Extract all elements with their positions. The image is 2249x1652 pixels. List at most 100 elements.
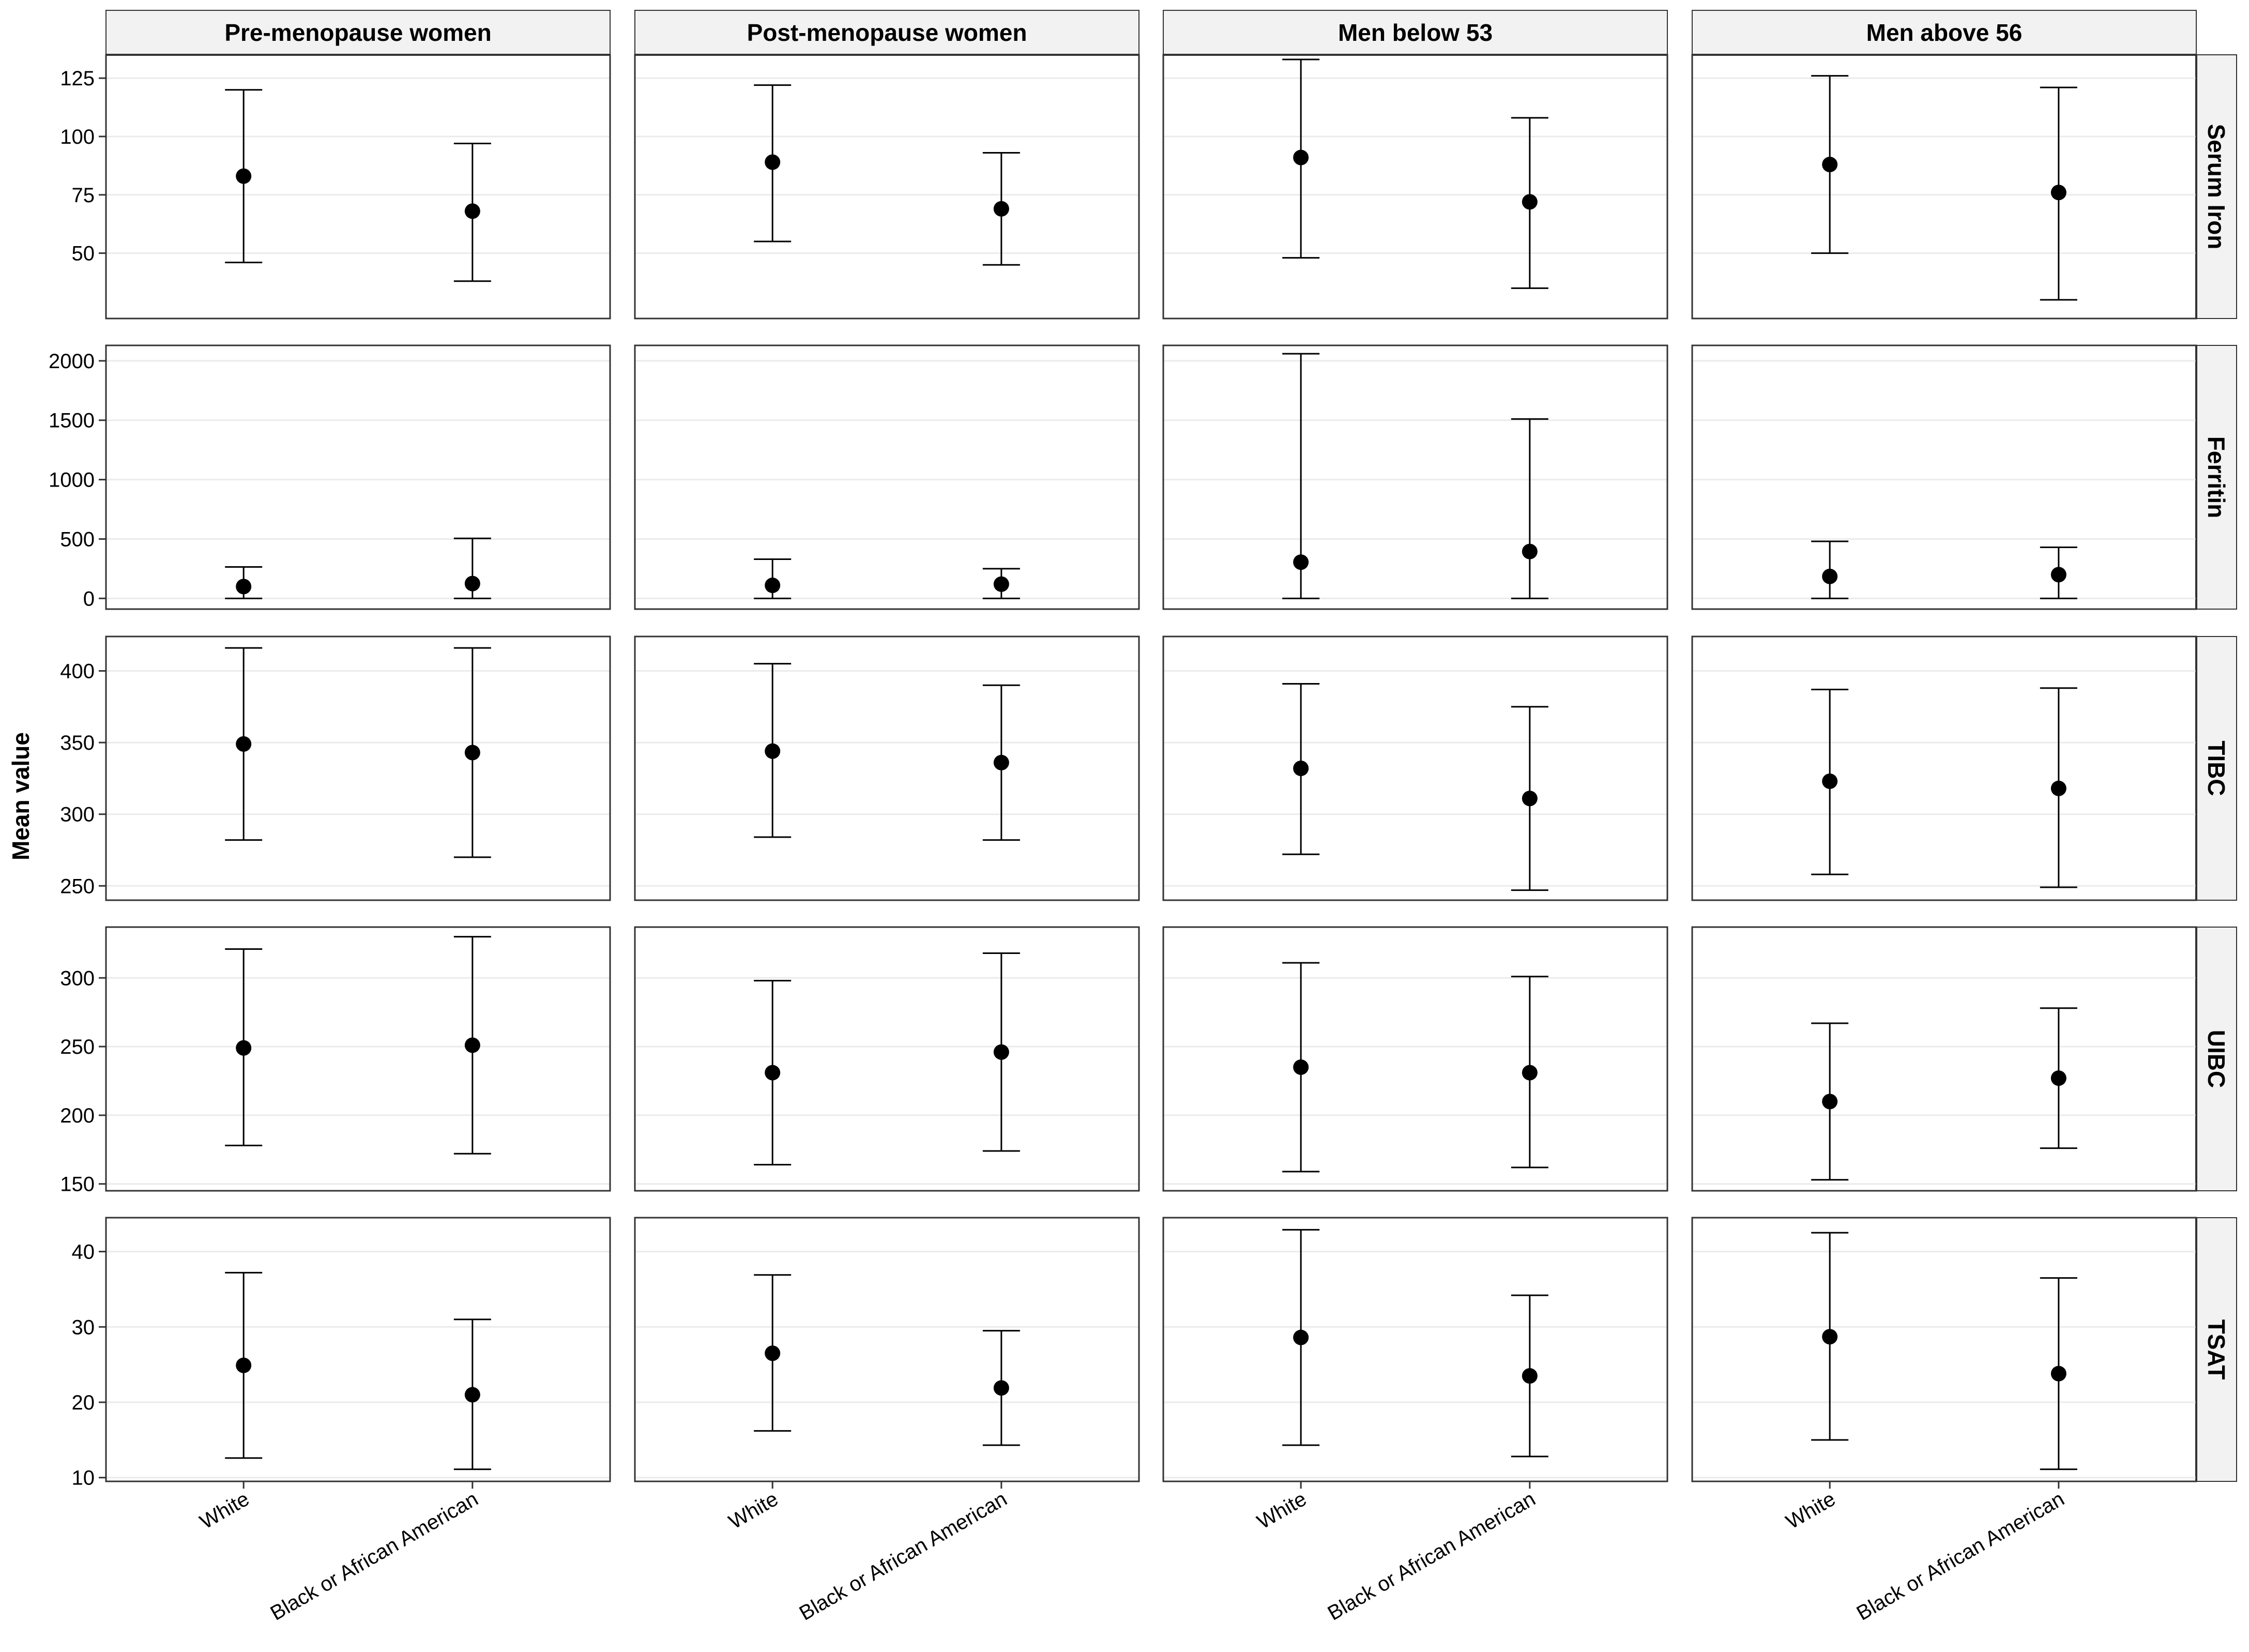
column-strip-label: Men below 53 [1338,19,1493,46]
panel-border [1691,344,2197,610]
row-strip [2196,1217,2237,1482]
mean-point [236,579,252,595]
row-strip-label: TSAT [2203,1320,2230,1380]
y-tick-label: 20 [72,1391,95,1414]
panel-border [1691,635,2197,901]
mean-point [464,1387,480,1403]
panel-border [634,344,1140,610]
mean-point [1522,1368,1538,1384]
row-strip-label: Serum Iron [2203,124,2230,250]
mean-point [236,736,252,752]
panel-border [1162,344,1668,610]
panel-border [634,926,1140,1192]
mean-point [1822,1094,1838,1110]
y-tick-label: 150 [60,1173,95,1196]
panel-border [105,344,611,610]
row-strip [2196,54,2237,319]
mean-point [1522,791,1538,807]
panel-border [1162,1217,1668,1482]
y-tick-label: 200 [60,1104,95,1127]
row-strip-label: TIBC [2203,740,2230,796]
y-tick-label: 0 [83,587,95,610]
panel-border [634,1217,1140,1482]
panel-border [634,54,1140,320]
panel-border [634,635,1140,901]
mean-point [1293,1059,1309,1075]
mean-point [1822,568,1838,584]
y-tick-label: 250 [60,1036,95,1058]
y-tick-label: 75 [72,184,95,207]
mean-point [1293,149,1309,165]
panel-border [1691,54,2197,320]
y-tick-label: 50 [72,243,95,265]
mean-point [1822,773,1838,789]
panel-border [105,1217,611,1482]
row-strip-label: UIBC [2203,1030,2230,1088]
mean-point [993,576,1009,592]
mean-point [993,201,1009,217]
mean-point [2050,185,2066,201]
row-strip-label: Ferritin [2203,436,2230,518]
mean-point [765,578,781,594]
mean-point [236,1357,252,1373]
mean-point [464,745,480,761]
panel-border [1691,1217,2197,1482]
mean-point [2050,1366,2066,1382]
mean-point [2050,1070,2066,1086]
y-tick-label: 250 [60,875,95,898]
mean-point [1293,1329,1309,1345]
mean-point [765,743,781,759]
column-strip [105,10,611,55]
mean-point [1522,194,1538,210]
mean-point [236,168,252,184]
y-tick-label: 300 [60,804,95,826]
mean-point [765,1065,781,1081]
y-tick-label: 10 [72,1467,95,1490]
mean-point [993,754,1009,770]
mean-point [1822,1329,1838,1345]
y-tick-label: 30 [72,1316,95,1339]
mean-point [464,1037,480,1053]
panel-border [105,926,611,1192]
mean-point [464,203,480,219]
mean-point [464,575,480,592]
y-tick-label: 1500 [49,410,95,432]
column-strip-label: Pre-menopause women [224,19,491,46]
panel-border [1162,54,1668,320]
mean-point [1293,554,1309,570]
y-tick-label: 350 [60,732,95,754]
panel-border [105,635,611,901]
row-strip [2196,636,2237,901]
mean-point [993,1044,1009,1060]
panel-border [1162,926,1668,1192]
mean-point [2050,780,2066,796]
mean-point [2050,567,2066,583]
y-tick-label: 400 [60,660,95,683]
y-tick-label: 2000 [49,350,95,373]
mean-point [236,1040,252,1056]
column-strip-label: Post-menopause women [747,19,1027,46]
y-tick-label: 40 [72,1241,95,1264]
y-tick-label: 100 [60,126,95,148]
column-strip [1163,10,1668,55]
mean-point [765,1345,781,1361]
y-tick-label: 500 [60,528,95,551]
y-tick-label: 300 [60,967,95,990]
panel-border [105,54,611,320]
mean-point [1822,157,1838,173]
column-strip [634,10,1139,55]
mean-point [765,154,781,170]
y-tick-label: 125 [60,67,95,90]
y-axis-title: Mean value [7,732,34,860]
mean-point [993,1380,1009,1396]
row-strip [2196,927,2237,1191]
panel-border [1691,926,2197,1192]
mean-point [1293,761,1309,776]
y-tick-label: 1000 [49,469,95,492]
mean-point [1522,1065,1538,1081]
mean-point [1522,543,1538,559]
plot-layer: Pre-menopause women Post-menopause women M… [49,10,2237,1625]
